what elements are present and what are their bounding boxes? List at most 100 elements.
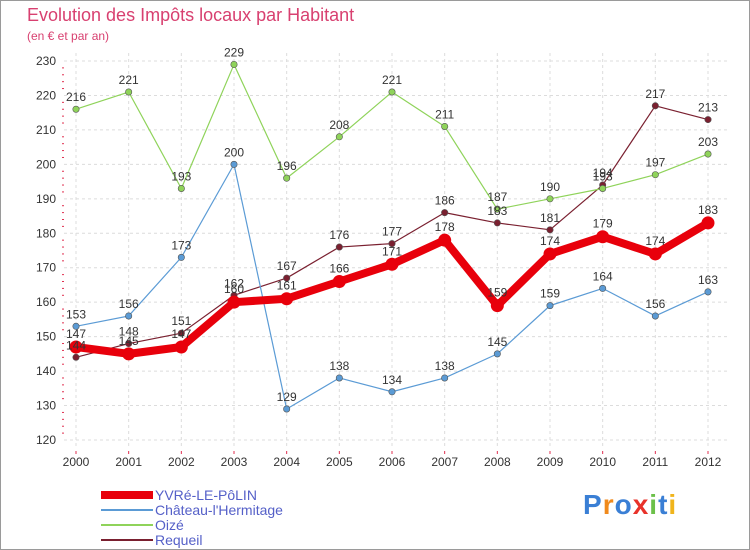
- legend-swatch: [101, 491, 153, 499]
- chart-title: Evolution des Impôts locaux par Habitant: [27, 5, 355, 25]
- data-point: [283, 274, 291, 282]
- data-point: [599, 284, 607, 292]
- data-label: 163: [698, 273, 718, 287]
- data-label: 178: [435, 220, 455, 234]
- x-tick-label: 2009: [537, 455, 564, 469]
- legend-label: Oizé: [155, 517, 184, 533]
- data-label: 194: [593, 166, 613, 180]
- data-label: 197: [645, 156, 665, 170]
- data-label: 147: [171, 327, 191, 341]
- data-label: 193: [593, 169, 613, 183]
- x-tick-label: 2011: [642, 455, 668, 469]
- data-label: 174: [645, 234, 665, 248]
- data-label: 171: [382, 244, 402, 258]
- data-point: [72, 105, 80, 113]
- x-tick-label: 2004: [273, 455, 300, 469]
- x-tick-label: 2002: [168, 455, 195, 469]
- data-label: 148: [119, 325, 139, 339]
- data-label: 138: [329, 359, 349, 373]
- x-tick-label: 2005: [326, 455, 353, 469]
- data-label: 162: [224, 276, 244, 290]
- data-point: [230, 160, 238, 168]
- data-point: [648, 247, 662, 261]
- data-label: 129: [277, 390, 297, 404]
- y-tick-label: 130: [36, 399, 56, 413]
- data-point: [441, 374, 449, 382]
- data-label: 217: [645, 87, 665, 101]
- legend-label: YVRé-LE-PôLIN: [155, 487, 257, 503]
- data-label: 190: [540, 180, 560, 194]
- legend-swatch: [101, 539, 153, 541]
- data-point: [125, 312, 133, 320]
- data-point: [125, 340, 133, 348]
- data-point: [69, 340, 83, 354]
- data-label: 200: [224, 145, 244, 159]
- data-label: 183: [487, 204, 507, 218]
- y-tick-label: 210: [36, 123, 56, 137]
- data-label: 183: [698, 203, 718, 217]
- data-label: 159: [540, 287, 560, 301]
- data-label: 153: [66, 307, 86, 321]
- data-label: 196: [277, 159, 297, 173]
- y-tick-label: 230: [36, 54, 56, 68]
- data-point: [227, 295, 241, 309]
- data-point: [704, 288, 712, 296]
- data-point: [493, 219, 501, 227]
- y-tick-label: 220: [36, 88, 56, 102]
- data-label: 134: [382, 373, 402, 387]
- data-point: [122, 347, 136, 361]
- data-point: [596, 230, 610, 244]
- axes: 120 130 140 150 160 170 180 190 200 210 220 230 2000…: [36, 54, 722, 469]
- data-point: [546, 302, 554, 310]
- data-point: [283, 174, 291, 182]
- data-label: 177: [382, 225, 402, 239]
- data-label: 208: [329, 118, 349, 132]
- data-label: 147: [66, 327, 86, 341]
- x-tick-label: 2010: [589, 455, 616, 469]
- data-label: 160: [224, 282, 244, 296]
- data-point: [651, 102, 659, 110]
- data-point: [388, 240, 396, 248]
- x-tick-label: 2006: [379, 455, 406, 469]
- y-tick-label: 120: [36, 433, 56, 447]
- x-tick-label: 2008: [484, 455, 511, 469]
- data-label: 211: [435, 107, 454, 121]
- data-point: [651, 171, 659, 179]
- data-label: 145: [119, 334, 139, 348]
- x-tick-label: 2012: [695, 455, 722, 469]
- x-tick-label: 2007: [431, 455, 458, 469]
- data-label: 181: [540, 211, 560, 225]
- data-point: [701, 216, 715, 230]
- data-label: 221: [382, 73, 402, 87]
- data-label: 166: [329, 262, 349, 276]
- data-label: 179: [593, 217, 613, 231]
- data-point: [704, 150, 712, 158]
- data-labels: 216 221 193 229 196 208 221 211 187 190 193 197 203 1…: [66, 45, 718, 404]
- y-tick-label: 190: [36, 192, 56, 206]
- data-point: [651, 312, 659, 320]
- data-label: 186: [435, 194, 455, 208]
- data-point: [388, 388, 396, 396]
- data-label: 144: [66, 338, 86, 352]
- data-label: 167: [277, 259, 297, 273]
- data-point: [280, 292, 294, 306]
- data-point: [332, 275, 346, 289]
- data-point: [177, 253, 185, 261]
- data-point: [174, 340, 188, 354]
- data-point: [599, 184, 607, 192]
- data-point: [385, 257, 399, 271]
- data-point: [546, 226, 554, 234]
- y-tick-label: 180: [36, 226, 56, 240]
- data-label: 213: [698, 101, 718, 115]
- data-label: 173: [171, 238, 191, 252]
- data-point: [704, 116, 712, 124]
- data-point: [335, 133, 343, 141]
- data-point: [543, 247, 557, 261]
- data-label: 229: [224, 45, 244, 59]
- data-point: [546, 195, 554, 203]
- data-point: [490, 299, 504, 313]
- legend-label: Château-l'Hermitage: [155, 502, 283, 518]
- data-point: [177, 329, 185, 337]
